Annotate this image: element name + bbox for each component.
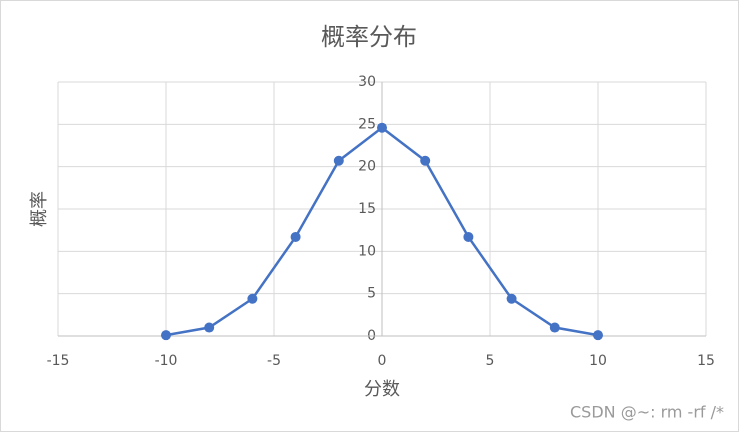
y-tick-label: 15	[358, 201, 376, 217]
data-point	[290, 231, 301, 242]
data-point	[161, 330, 171, 341]
x-tick-label: 0	[378, 353, 387, 369]
y-tick-label: 25	[358, 116, 376, 132]
x-tick-label: -10	[155, 353, 178, 369]
watermark: CSDN @~: rm -rf /*	[570, 403, 724, 422]
y-tick-label: 30	[358, 74, 376, 90]
x-tick-label: 5	[486, 353, 495, 369]
data-point	[247, 293, 258, 304]
data-point	[204, 322, 215, 333]
x-tick-label: 10	[589, 353, 607, 369]
chart-title: 概率分布	[321, 23, 417, 51]
x-tick-label: 15	[697, 353, 715, 369]
data-point	[463, 231, 474, 242]
x-tick-label: -5	[267, 353, 281, 369]
data-point	[593, 330, 603, 341]
y-tick-label: 5	[367, 286, 376, 302]
y-axis-label: 概率	[29, 191, 50, 227]
x-axis-label: 分数	[364, 379, 400, 400]
data-point	[333, 155, 344, 166]
data-point	[377, 122, 387, 133]
y-tick-label: 10	[358, 243, 376, 259]
data-point	[506, 293, 517, 304]
x-tick-label: -15	[47, 353, 70, 369]
data-point	[420, 155, 431, 166]
data-point	[549, 322, 560, 333]
y-tick-label: 20	[358, 159, 376, 175]
